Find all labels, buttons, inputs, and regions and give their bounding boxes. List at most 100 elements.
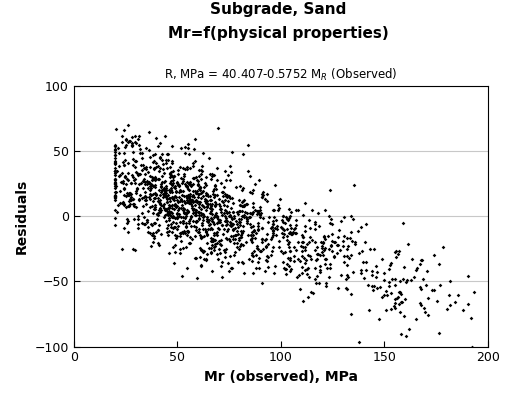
Point	[198, 222, 206, 229]
Point	[289, 225, 298, 232]
Point	[197, 206, 205, 212]
Point	[111, 142, 119, 148]
Point	[168, 195, 177, 201]
Point	[241, 209, 249, 215]
Point	[238, 199, 246, 205]
Point	[176, 187, 184, 194]
Point	[163, 150, 171, 157]
Point	[124, 229, 132, 235]
Point	[340, 259, 348, 265]
Point	[312, 257, 320, 263]
Point	[154, 176, 162, 182]
Point	[362, 267, 370, 273]
Point	[141, 197, 149, 203]
Point	[255, 248, 264, 255]
Point	[163, 229, 171, 235]
Point	[140, 221, 148, 227]
Point	[235, 208, 243, 215]
Point	[192, 207, 200, 213]
Point	[148, 221, 156, 228]
Point	[307, 256, 315, 262]
Point	[364, 282, 372, 288]
Point	[195, 215, 203, 221]
Point	[125, 198, 133, 205]
Point	[146, 164, 154, 170]
Point	[138, 210, 146, 216]
Point	[244, 168, 252, 174]
Point	[202, 229, 211, 235]
Point	[173, 203, 181, 209]
Point	[196, 199, 204, 205]
Point	[185, 187, 193, 194]
Point	[111, 168, 119, 174]
Point	[167, 214, 176, 220]
Point	[212, 240, 220, 247]
Point	[221, 249, 229, 255]
Point	[213, 212, 221, 219]
Point	[356, 269, 365, 276]
Point	[284, 241, 292, 247]
Point	[169, 214, 178, 220]
Point	[229, 227, 237, 233]
Point	[435, 261, 443, 267]
Point	[132, 190, 141, 196]
Point	[283, 236, 291, 243]
Point	[195, 215, 203, 222]
Point	[222, 192, 231, 198]
Point	[265, 214, 273, 220]
Point	[203, 201, 212, 207]
Point	[111, 142, 119, 149]
Point	[214, 225, 222, 232]
Point	[122, 136, 130, 143]
Point	[160, 200, 168, 207]
Point	[375, 316, 383, 322]
Point	[391, 248, 399, 255]
Point	[397, 331, 405, 338]
Point	[303, 266, 311, 272]
Point	[236, 207, 244, 214]
Point	[306, 234, 314, 241]
Point	[215, 226, 223, 232]
Point	[159, 194, 167, 201]
Point	[141, 193, 149, 199]
Point	[325, 274, 333, 280]
Point	[154, 210, 163, 217]
Point	[290, 258, 298, 265]
Point	[248, 235, 256, 241]
Point	[233, 240, 242, 247]
Point	[136, 170, 144, 177]
Point	[270, 225, 279, 231]
Point	[170, 202, 178, 209]
Point	[199, 226, 207, 233]
Point	[111, 180, 119, 187]
Point	[347, 291, 355, 297]
Point	[454, 292, 462, 298]
Point	[167, 187, 175, 194]
Point	[166, 180, 174, 186]
Point	[372, 269, 381, 275]
Point	[155, 199, 163, 205]
Point	[166, 195, 174, 201]
Point	[171, 223, 180, 230]
Point	[168, 158, 177, 164]
Point	[131, 247, 140, 254]
Point	[257, 248, 265, 254]
Point	[226, 212, 234, 219]
Point	[120, 162, 128, 168]
Point	[167, 169, 175, 175]
Point	[111, 221, 119, 228]
Point	[188, 205, 196, 211]
Point	[181, 230, 190, 237]
Point	[226, 195, 234, 201]
Point	[203, 218, 212, 225]
Point	[183, 166, 192, 172]
Point	[470, 289, 478, 295]
Point	[164, 210, 173, 217]
Point	[167, 208, 175, 215]
Point	[184, 207, 192, 214]
Point	[162, 205, 170, 212]
Point	[123, 190, 131, 196]
Point	[251, 265, 260, 271]
Point	[158, 186, 166, 193]
Point	[330, 239, 338, 245]
